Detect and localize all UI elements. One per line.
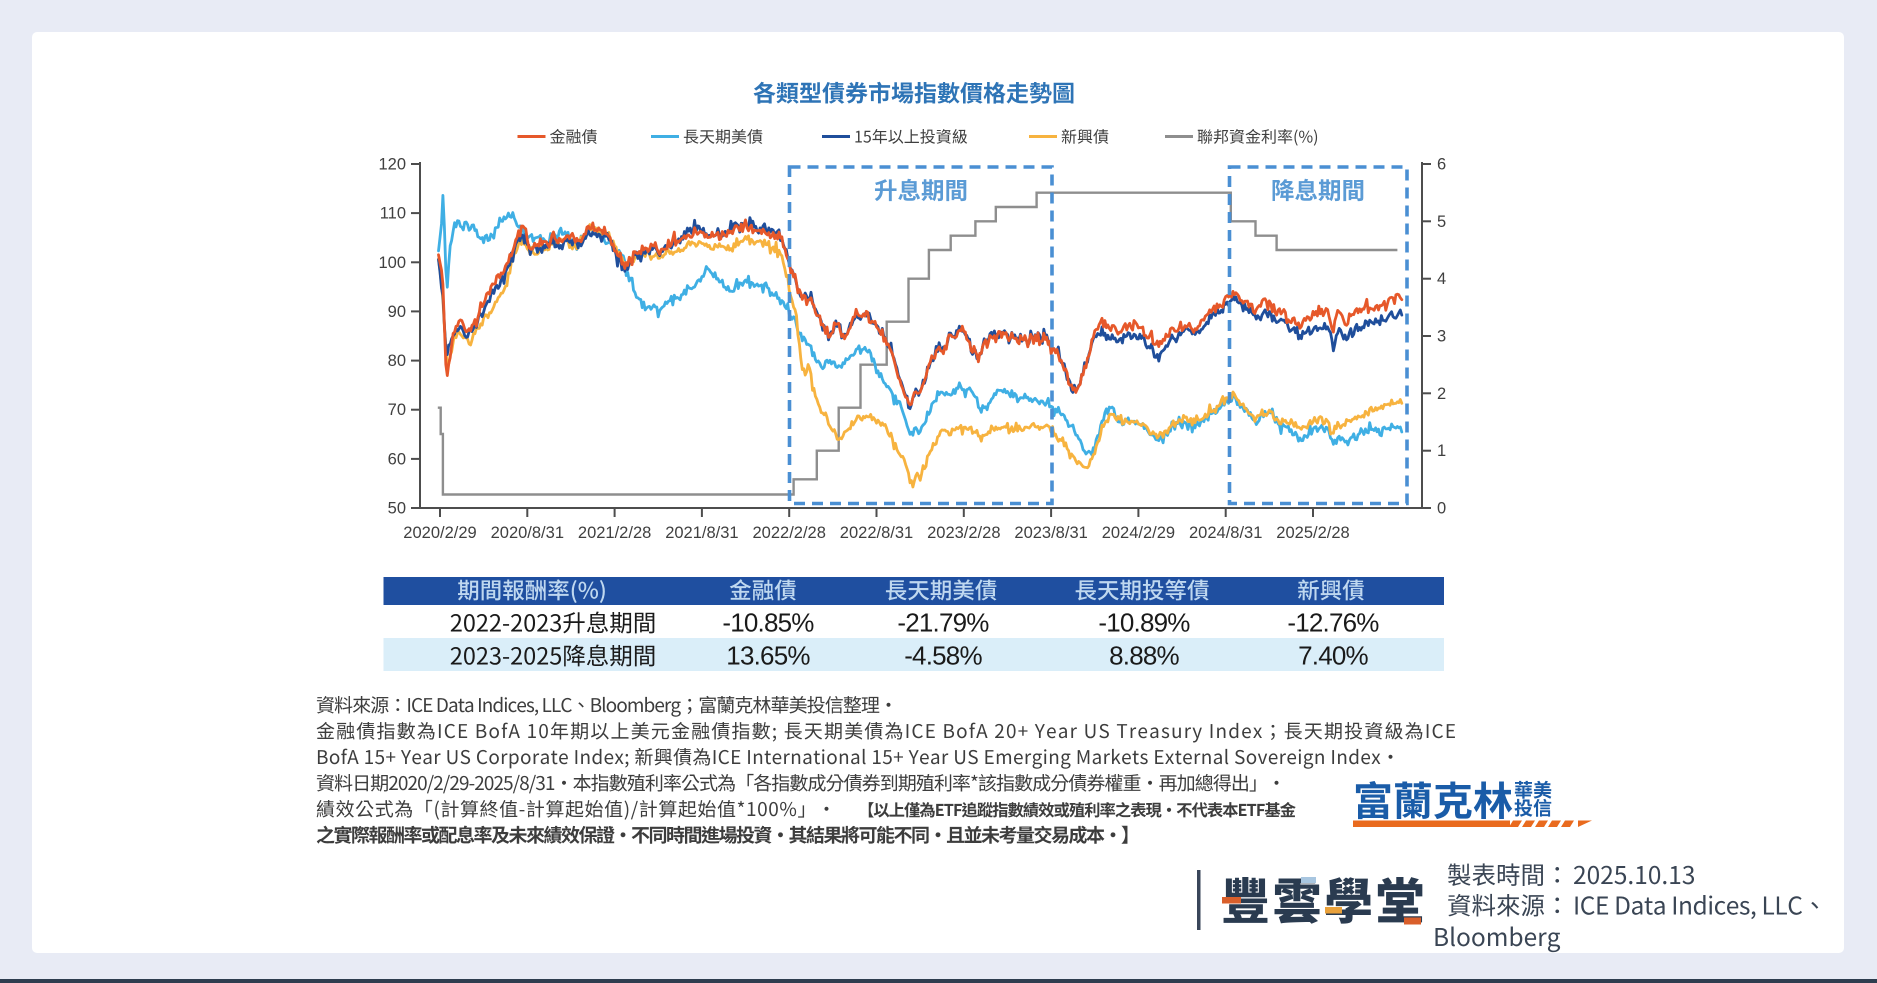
svg-text:2023/2/28: 2023/2/28 <box>927 524 1000 542</box>
svg-text:4: 4 <box>1437 270 1446 288</box>
svg-text:-4.58%: -4.58% <box>904 641 982 671</box>
svg-text:2021/8/31: 2021/8/31 <box>665 524 738 542</box>
svg-text:8.88%: 8.88% <box>1109 641 1179 671</box>
svg-text:-10.85%: -10.85% <box>722 608 814 638</box>
svg-text:120: 120 <box>378 156 406 174</box>
svg-text:2021/2/28: 2021/2/28 <box>578 524 651 542</box>
svg-text:-21.79%: -21.79% <box>897 608 989 638</box>
svg-text:2025/2/28: 2025/2/28 <box>1276 524 1349 542</box>
svg-text:3: 3 <box>1437 328 1446 346</box>
svg-text:60: 60 <box>388 450 406 468</box>
svg-text:1: 1 <box>1437 442 1446 460</box>
svg-text:2022/8/31: 2022/8/31 <box>840 524 913 542</box>
svg-text:90: 90 <box>388 303 406 321</box>
svg-text:2: 2 <box>1437 385 1446 403</box>
svg-text:6: 6 <box>1437 156 1446 174</box>
svg-text:50: 50 <box>388 500 406 518</box>
svg-text:-10.89%: -10.89% <box>1098 608 1190 638</box>
svg-text:2024/8/31: 2024/8/31 <box>1189 524 1262 542</box>
svg-text:7.40%: 7.40% <box>1298 641 1368 671</box>
svg-text:70: 70 <box>388 401 406 419</box>
svg-text:2024/2/29: 2024/2/29 <box>1102 524 1175 542</box>
svg-text:110: 110 <box>380 205 406 223</box>
svg-text:2023/8/31: 2023/8/31 <box>1014 524 1087 542</box>
svg-text:13.65%: 13.65% <box>726 641 810 671</box>
svg-text:0: 0 <box>1437 500 1446 518</box>
svg-text:2022/2/28: 2022/2/28 <box>752 524 825 542</box>
svg-text:2020/2/29: 2020/2/29 <box>403 524 476 542</box>
svg-text:2020/8/31: 2020/8/31 <box>491 524 564 542</box>
svg-text:80: 80 <box>388 352 406 370</box>
svg-text:100: 100 <box>378 254 406 272</box>
svg-text:5: 5 <box>1437 213 1446 231</box>
svg-text:-12.76%: -12.76% <box>1287 608 1379 638</box>
